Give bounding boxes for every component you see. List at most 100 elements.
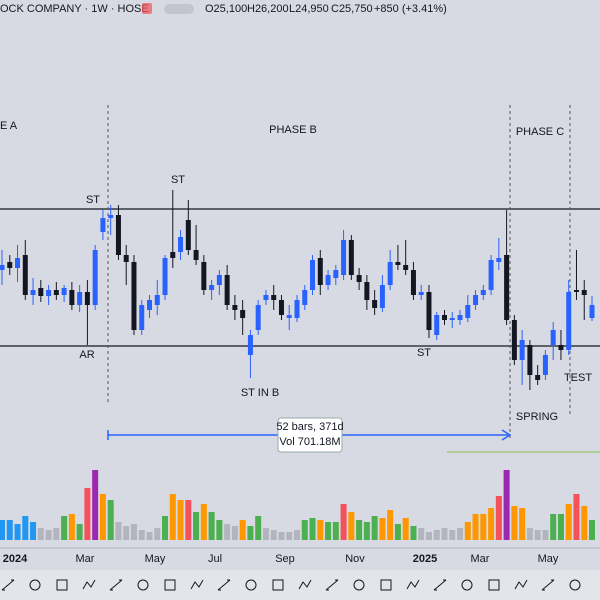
- volume-bar: [433, 530, 440, 540]
- candle-body: [7, 262, 13, 268]
- volume-bar: [480, 514, 487, 540]
- tool-icon[interactable]: [514, 579, 528, 590]
- tool-icon[interactable]: [461, 579, 473, 591]
- volume-bar: [123, 526, 130, 540]
- candle-body: [30, 290, 36, 295]
- annotation: AR: [79, 349, 94, 361]
- candle-body: [581, 290, 587, 295]
- candle-body: [356, 275, 362, 282]
- tool-icon[interactable]: [109, 579, 123, 591]
- tool-glyph: [569, 579, 581, 591]
- tool-icon[interactable]: [406, 579, 420, 590]
- volume-bar: [472, 514, 479, 540]
- volume-bar: [332, 522, 339, 540]
- tool-icon[interactable]: [569, 579, 581, 591]
- toggle-icon[interactable]: [164, 4, 194, 14]
- candle-body: [426, 292, 432, 330]
- candle-body: [162, 258, 168, 295]
- volume-bar: [526, 528, 533, 540]
- candle-body: [395, 262, 401, 265]
- candle-body: [442, 315, 447, 320]
- volume-bar: [387, 510, 394, 540]
- volume-bar: [154, 528, 161, 540]
- candle-body: [139, 305, 145, 330]
- tool-glyph: [406, 579, 420, 590]
- volume-bar: [162, 516, 169, 540]
- x-tick-label: Nov: [345, 553, 365, 565]
- volume-bar: [557, 514, 564, 540]
- volume-bar: [286, 532, 293, 540]
- volume-bar: [115, 522, 122, 540]
- volume-bar: [340, 504, 347, 540]
- volume-bar: [301, 520, 308, 540]
- tool-icon[interactable]: [541, 579, 555, 591]
- tool-icon[interactable]: [217, 579, 231, 591]
- candle-body: [178, 237, 184, 252]
- ohlc-value: C25,750: [331, 3, 373, 15]
- tool-icon[interactable]: [272, 579, 284, 591]
- candle-body: [224, 275, 230, 305]
- tool-icon[interactable]: [1, 579, 15, 591]
- candle-body: [100, 218, 106, 232]
- candle-body: [147, 300, 152, 310]
- tool-icon[interactable]: [137, 579, 149, 591]
- volume-bar: [503, 470, 510, 540]
- measure-label: Vol 701.18M: [279, 436, 340, 448]
- volume-bar: [542, 530, 549, 540]
- tool-glyph: [109, 579, 123, 591]
- volume-bar: [231, 526, 238, 540]
- tool-icon[interactable]: [82, 579, 96, 590]
- tool-glyph: [514, 579, 528, 590]
- volume-bar: [53, 528, 60, 540]
- candle-body: [46, 290, 52, 296]
- tool-glyph: [164, 579, 176, 591]
- candle-body: [185, 220, 191, 250]
- tool-icon[interactable]: [353, 579, 365, 591]
- volume-bar: [449, 530, 456, 540]
- volume-bar: [581, 506, 588, 540]
- ohlc-value: H26,200: [247, 3, 289, 15]
- candle-body: [193, 250, 199, 260]
- volume-bar: [216, 520, 223, 540]
- symbol: OCK COMPANY · 1W · HOSE: [0, 3, 149, 15]
- measure-label: 52 bars, 371d: [276, 421, 343, 433]
- tool-icon[interactable]: [325, 579, 339, 591]
- tool-icon[interactable]: [190, 579, 204, 590]
- tool-glyph: [272, 579, 284, 591]
- volume-bar: [270, 530, 277, 540]
- candle-body: [527, 345, 533, 375]
- volume-bar: [394, 524, 401, 540]
- flag-icon[interactable]: [142, 3, 152, 14]
- candle-body: [457, 315, 463, 320]
- tool-glyph: [82, 579, 96, 590]
- candle-body: [410, 270, 416, 295]
- tool-icon[interactable]: [29, 579, 41, 591]
- volume-bar: [92, 470, 99, 540]
- volume-bar: [519, 508, 526, 540]
- volume-bar: [138, 530, 145, 540]
- tool-glyph: [1, 579, 15, 591]
- volume-bar: [410, 526, 417, 540]
- tool-icon[interactable]: [164, 579, 176, 591]
- candle-body: [558, 345, 564, 350]
- tool-icon[interactable]: [380, 579, 392, 591]
- candle-body: [364, 282, 370, 300]
- tool-icon[interactable]: [56, 579, 68, 591]
- candle-body: [566, 292, 572, 350]
- tool-icon[interactable]: [298, 579, 312, 590]
- volume-bar: [348, 512, 355, 540]
- tool-glyph: [298, 579, 312, 590]
- candle-body: [170, 252, 176, 258]
- candle-body: [496, 258, 502, 262]
- candle-body: [341, 240, 347, 275]
- tool-icon[interactable]: [433, 579, 447, 591]
- candle-body: [123, 255, 129, 262]
- tool-icon[interactable]: [245, 579, 257, 591]
- volume-bar: [425, 532, 432, 540]
- measure-arrowhead: [501, 429, 512, 441]
- x-tick-label: 2024: [3, 553, 28, 565]
- volume-bar: [589, 520, 595, 540]
- tool-icon[interactable]: [488, 579, 500, 591]
- candle-body: [403, 265, 409, 270]
- volume-bar: [30, 522, 37, 540]
